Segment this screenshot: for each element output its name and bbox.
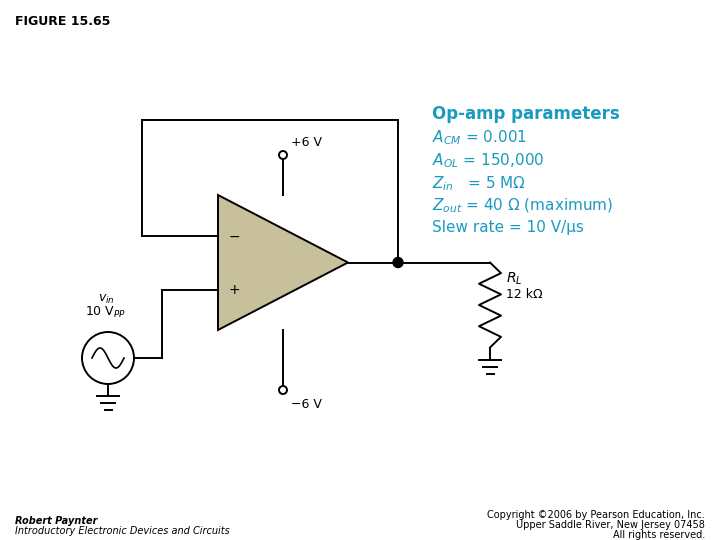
Text: $Z_{out}$ = 40 Ω (maximum): $Z_{out}$ = 40 Ω (maximum) (432, 197, 613, 215)
Text: Upper Saddle River, New Jersey 07458: Upper Saddle River, New Jersey 07458 (516, 520, 705, 530)
Text: $A_{OL}$ = 150,000: $A_{OL}$ = 150,000 (432, 151, 544, 170)
Text: −: − (228, 230, 240, 244)
Circle shape (279, 386, 287, 394)
Text: +6 V: +6 V (291, 137, 322, 150)
Text: 10 V$_{PP}$: 10 V$_{PP}$ (86, 305, 127, 320)
Text: $Z_{in}$   = 5 MΩ: $Z_{in}$ = 5 MΩ (432, 174, 526, 193)
Text: $v_{in}$: $v_{in}$ (98, 293, 114, 306)
Polygon shape (218, 195, 348, 330)
Text: FIGURE 15.65: FIGURE 15.65 (15, 15, 110, 28)
Text: $R_L$: $R_L$ (506, 271, 523, 287)
Text: +: + (228, 284, 240, 298)
Circle shape (82, 332, 134, 384)
Text: Copyright ©2006 by Pearson Education, Inc.: Copyright ©2006 by Pearson Education, In… (487, 510, 705, 520)
Text: Introductory Electronic Devices and Circuits: Introductory Electronic Devices and Circ… (15, 526, 230, 536)
Text: Slew rate = 10 V/μs: Slew rate = 10 V/μs (432, 220, 584, 235)
Circle shape (393, 258, 403, 267)
Text: Op-amp parameters: Op-amp parameters (432, 105, 620, 123)
Text: −6 V: −6 V (291, 397, 322, 410)
Text: Robert Paynter: Robert Paynter (15, 516, 97, 526)
Text: All rights reserved.: All rights reserved. (613, 530, 705, 540)
Text: $A_{CM}$ = 0.001: $A_{CM}$ = 0.001 (432, 128, 527, 147)
Circle shape (279, 151, 287, 159)
Text: 12 kΩ: 12 kΩ (506, 288, 543, 301)
